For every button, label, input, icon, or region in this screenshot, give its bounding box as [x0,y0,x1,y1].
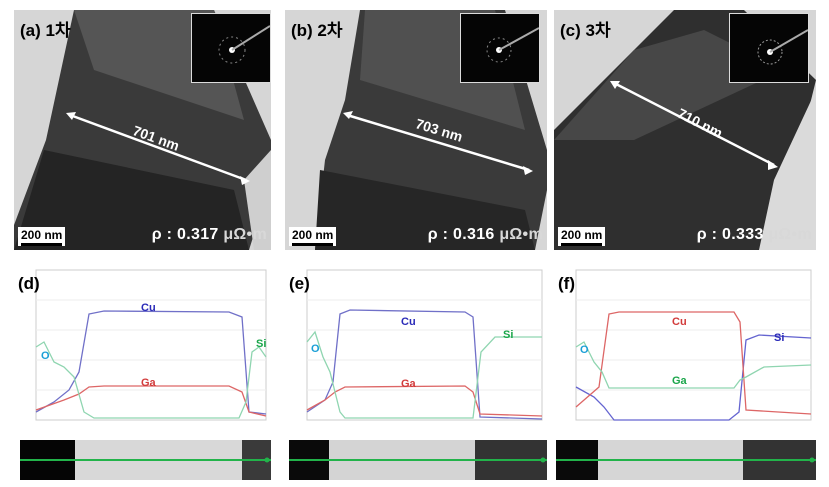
rho-unit: μΩ•m [499,226,543,243]
profile-panel-f: (f) Cu Ga O Si [554,262,816,432]
resistivity-label: ρ : 0.316 μΩ•m [428,226,543,244]
scale-bar-label: 200 nm [21,228,63,242]
ga-label: Ga [401,378,416,390]
rho-unit: μΩ•m [768,226,812,243]
rho-prefix: ρ : [151,226,178,243]
line-profile-plot-e [306,269,543,421]
rho-prefix: ρ : [696,226,723,243]
diffraction-pattern-inset [460,13,540,83]
panel-label: (c) 3차 [560,21,611,40]
scan-strip-image-d [20,440,271,480]
rho-unit: μΩ•m [223,226,267,243]
diffraction-pattern-inset [191,13,271,83]
scan-strip-image-e [289,440,547,480]
scan-strip-f [556,440,816,480]
ga-label: Ga [141,377,156,389]
cu-label: Cu [141,302,156,314]
o-label: O [580,344,589,356]
scale-bar-label: 200 nm [561,228,603,242]
panel-label: (a) 1차 [20,21,71,40]
panel-label: (d) [18,274,40,293]
resistivity-label: ρ : 0.333 μΩ•m [697,226,812,244]
line-profile-plot-d [35,269,267,421]
resistivity-label: ρ : 0.317 μΩ•m [152,226,267,244]
rho-prefix: ρ : [427,226,454,243]
line-profile-plot-f [575,269,812,421]
o-label: O [41,350,50,362]
si-label: Si [256,338,267,350]
profile-panel-d: (d) Cu Ga O Si [14,262,271,432]
cu-label: Cu [401,316,416,328]
scale-bar: 200 nm [558,227,606,246]
tem-panel-c: (c) 3차 710 nm 200 nm ρ : 0.333 μΩ•m [554,10,816,250]
tem-panel-a: (a) 1차 701 nm 200 nm ρ : 0.317 μΩ•m [14,10,271,250]
tem-panel-b: (b) 2차 703 nm 200 nm ρ : 0.316 μΩ•m [285,10,547,250]
si-label: Si [774,332,785,344]
profile-panel-e: (e) Cu Ga O Si [285,262,547,432]
rho-value: 0.317 [177,226,219,243]
rho-value: 0.333 [722,226,764,243]
ga-label: Ga [672,375,687,387]
cu-label: Cu [672,316,687,328]
scan-strip-d [20,440,271,480]
panel-label: (b) 2차 [291,21,343,40]
o-label: O [311,343,320,355]
panel-label: (e) [289,274,310,293]
scan-strip-image-f [556,440,816,480]
si-label: Si [503,329,514,341]
scale-bar: 200 nm [18,227,66,246]
panel-label: (f) [558,274,575,293]
diffraction-pattern-inset [729,13,809,83]
rho-value: 0.316 [453,226,495,243]
scale-bar-label: 200 nm [292,228,334,242]
scale-bar: 200 nm [289,227,337,246]
scan-strip-e [289,440,547,480]
